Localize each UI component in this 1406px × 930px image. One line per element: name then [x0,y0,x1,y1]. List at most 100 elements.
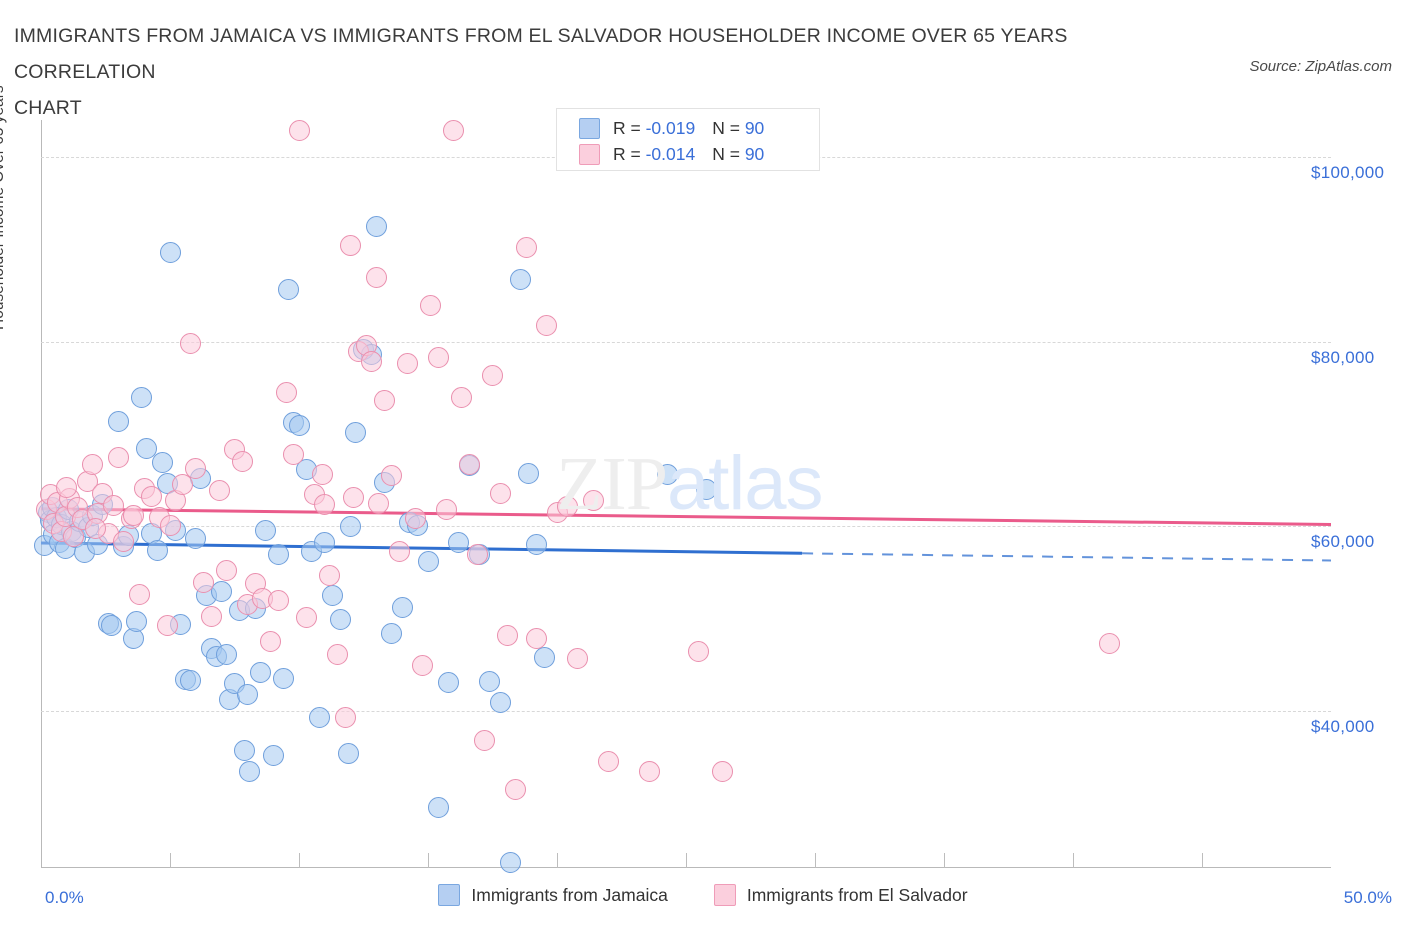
scatter-point[interactable] [420,295,442,317]
scatter-point[interactable] [267,543,289,565]
scatter-point[interactable] [412,655,434,677]
scatter-point[interactable] [249,661,271,683]
scatter-point[interactable] [273,668,295,690]
scatter-point[interactable] [208,479,230,501]
scatter-point[interactable] [288,415,310,437]
scatter-point[interactable] [500,851,522,873]
scatter-point[interactable] [427,346,449,368]
scatter-point[interactable] [156,614,178,636]
scatter-point[interactable] [193,572,215,594]
scatter-point[interactable] [417,550,439,572]
scatter-point[interactable] [334,706,356,728]
scatter-point[interactable] [368,492,390,514]
scatter-point[interactable] [479,670,501,692]
scatter-point[interactable] [518,463,540,485]
scatter-point[interactable] [466,544,488,566]
scatter-point[interactable] [536,315,558,337]
scatter-point[interactable] [314,493,336,515]
scatter-point[interactable] [345,421,367,443]
scatter-point[interactable] [136,438,158,460]
scatter-point[interactable] [337,742,359,764]
scatter-point[interactable] [365,215,387,237]
scatter-point[interactable] [128,584,150,606]
scatter-point[interactable] [123,504,145,526]
scatter-point[interactable] [314,532,336,554]
scatter-point[interactable] [141,486,163,508]
scatter-point[interactable] [389,540,411,562]
scatter-point[interactable] [200,606,222,628]
scatter-point[interactable] [639,761,661,783]
scatter-point[interactable] [56,477,78,499]
scatter-point[interactable] [525,534,547,556]
scatter-point[interactable] [159,514,181,536]
scatter-point[interactable] [185,457,207,479]
scatter-point[interactable] [211,581,233,603]
scatter-point[interactable] [231,451,253,473]
scatter-point[interactable] [342,487,364,509]
scatter-point[interactable] [267,589,289,611]
scatter-point[interactable] [598,751,620,773]
scatter-point[interactable] [365,267,387,289]
scatter-point[interactable] [327,644,349,666]
scatter-point[interactable] [62,525,84,547]
scatter-point[interactable] [107,446,129,468]
scatter-point[interactable] [340,515,362,537]
scatter-point[interactable] [525,627,547,649]
scatter-point[interactable] [396,353,418,375]
scatter-point[interactable] [381,465,403,487]
scatter-point[interactable] [482,365,503,387]
scatter-point[interactable] [515,236,537,258]
scatter-point[interactable] [283,443,305,465]
scatter-point[interactable] [510,269,532,291]
scatter-point[interactable] [474,730,496,752]
scatter-point[interactable] [309,706,331,728]
scatter-point[interactable] [657,464,679,486]
scatter-point[interactable] [329,609,351,631]
scatter-point[interactable] [275,381,297,403]
scatter-point[interactable] [567,647,589,669]
scatter-point[interactable] [159,242,181,264]
scatter-point[interactable] [404,508,426,530]
scatter-point[interactable] [296,607,318,629]
scatter-point[interactable] [533,646,555,668]
scatter-point[interactable] [427,796,449,818]
scatter-point[interactable] [489,482,511,504]
scatter-point[interactable] [180,670,202,692]
scatter-point[interactable] [146,539,168,561]
scatter-point[interactable] [443,119,465,141]
scatter-point[interactable] [505,779,527,800]
scatter-point[interactable] [360,350,382,372]
scatter-point[interactable] [101,614,123,636]
scatter-point[interactable] [319,564,341,586]
scatter-point[interactable] [125,610,147,632]
scatter-point[interactable] [435,499,457,521]
scatter-point[interactable] [373,390,395,412]
scatter-point[interactable] [288,119,310,141]
scatter-point[interactable] [260,631,282,653]
scatter-point[interactable] [381,622,403,644]
scatter-point[interactable] [448,531,470,553]
scatter-point[interactable] [131,387,153,409]
scatter-point[interactable] [278,279,300,301]
scatter-point[interactable] [262,744,284,766]
scatter-point[interactable] [489,692,511,714]
scatter-point[interactable] [340,235,362,257]
scatter-point[interactable] [151,452,173,474]
scatter-point[interactable] [102,494,124,516]
scatter-point[interactable] [239,760,261,782]
scatter-point[interactable] [82,453,104,475]
scatter-point[interactable] [113,530,135,552]
scatter-point[interactable] [236,683,258,705]
scatter-point[interactable] [180,332,202,354]
scatter-point[interactable] [1098,633,1120,655]
scatter-point[interactable] [311,464,333,486]
scatter-point[interactable] [107,411,129,433]
scatter-point[interactable] [216,560,238,582]
scatter-point[interactable] [711,761,733,783]
scatter-point[interactable] [451,386,473,408]
scatter-point[interactable] [216,644,238,666]
scatter-point[interactable] [582,489,604,511]
scatter-point[interactable] [254,520,276,542]
scatter-point[interactable] [84,517,106,539]
legend-item-jamaica[interactable]: Immigrants from Jamaica [438,884,668,906]
